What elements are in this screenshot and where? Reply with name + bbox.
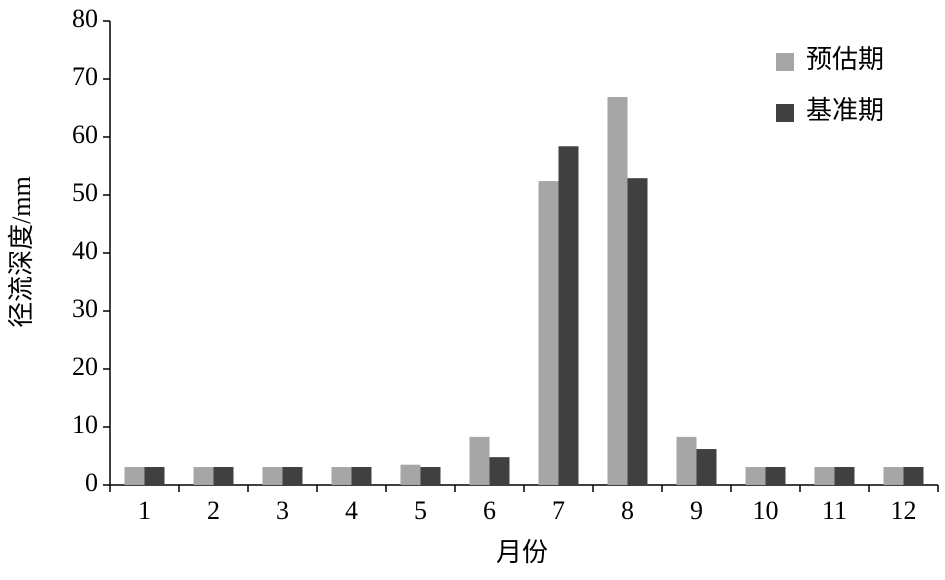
bar (607, 96, 628, 485)
y-tick-label: 10 (72, 410, 98, 439)
bar (331, 467, 352, 485)
bar (420, 467, 441, 485)
bar (144, 467, 165, 485)
bar (469, 436, 490, 485)
x-axis-label: 月份 (496, 538, 548, 567)
bar (883, 467, 904, 485)
bar (213, 467, 234, 485)
bar (193, 467, 214, 485)
bar (489, 457, 510, 485)
bar (262, 467, 283, 485)
x-tick-label: 7 (552, 496, 565, 525)
y-tick-label: 30 (72, 294, 98, 323)
bar (676, 436, 697, 485)
x-tick-label: 12 (891, 496, 917, 525)
x-tick-label: 3 (276, 496, 289, 525)
bar (696, 449, 717, 485)
legend-label: 预估期 (806, 45, 884, 74)
bar (351, 467, 372, 485)
bar (814, 467, 835, 485)
y-tick-label: 80 (72, 4, 98, 33)
x-tick-label: 5 (414, 496, 427, 525)
x-tick-label: 1 (138, 496, 151, 525)
x-tick-label: 4 (345, 496, 358, 525)
bar (765, 467, 786, 485)
bar (124, 467, 145, 485)
legend-label: 基准期 (806, 96, 884, 125)
x-tick-label: 9 (690, 496, 703, 525)
x-tick-label: 10 (753, 496, 779, 525)
y-tick-label: 0 (85, 468, 98, 497)
y-tick-label: 50 (72, 178, 98, 207)
y-tick-label: 40 (72, 236, 98, 265)
x-tick-label: 11 (822, 496, 847, 525)
x-tick-label: 6 (483, 496, 496, 525)
y-tick-label: 20 (72, 352, 98, 381)
y-tick-label: 60 (72, 120, 98, 149)
legend-swatch (776, 53, 794, 71)
legend-swatch (776, 104, 794, 122)
bar (745, 467, 766, 485)
bar (538, 181, 559, 485)
bar (558, 146, 579, 485)
bar (627, 178, 648, 485)
y-tick-label: 70 (72, 62, 98, 91)
bar (834, 467, 855, 485)
bar (400, 464, 421, 485)
y-axis-label: 径流深度/mm (7, 176, 36, 328)
x-tick-label: 2 (207, 496, 220, 525)
bar (903, 467, 924, 485)
bar (282, 467, 303, 485)
x-tick-label: 8 (621, 496, 634, 525)
